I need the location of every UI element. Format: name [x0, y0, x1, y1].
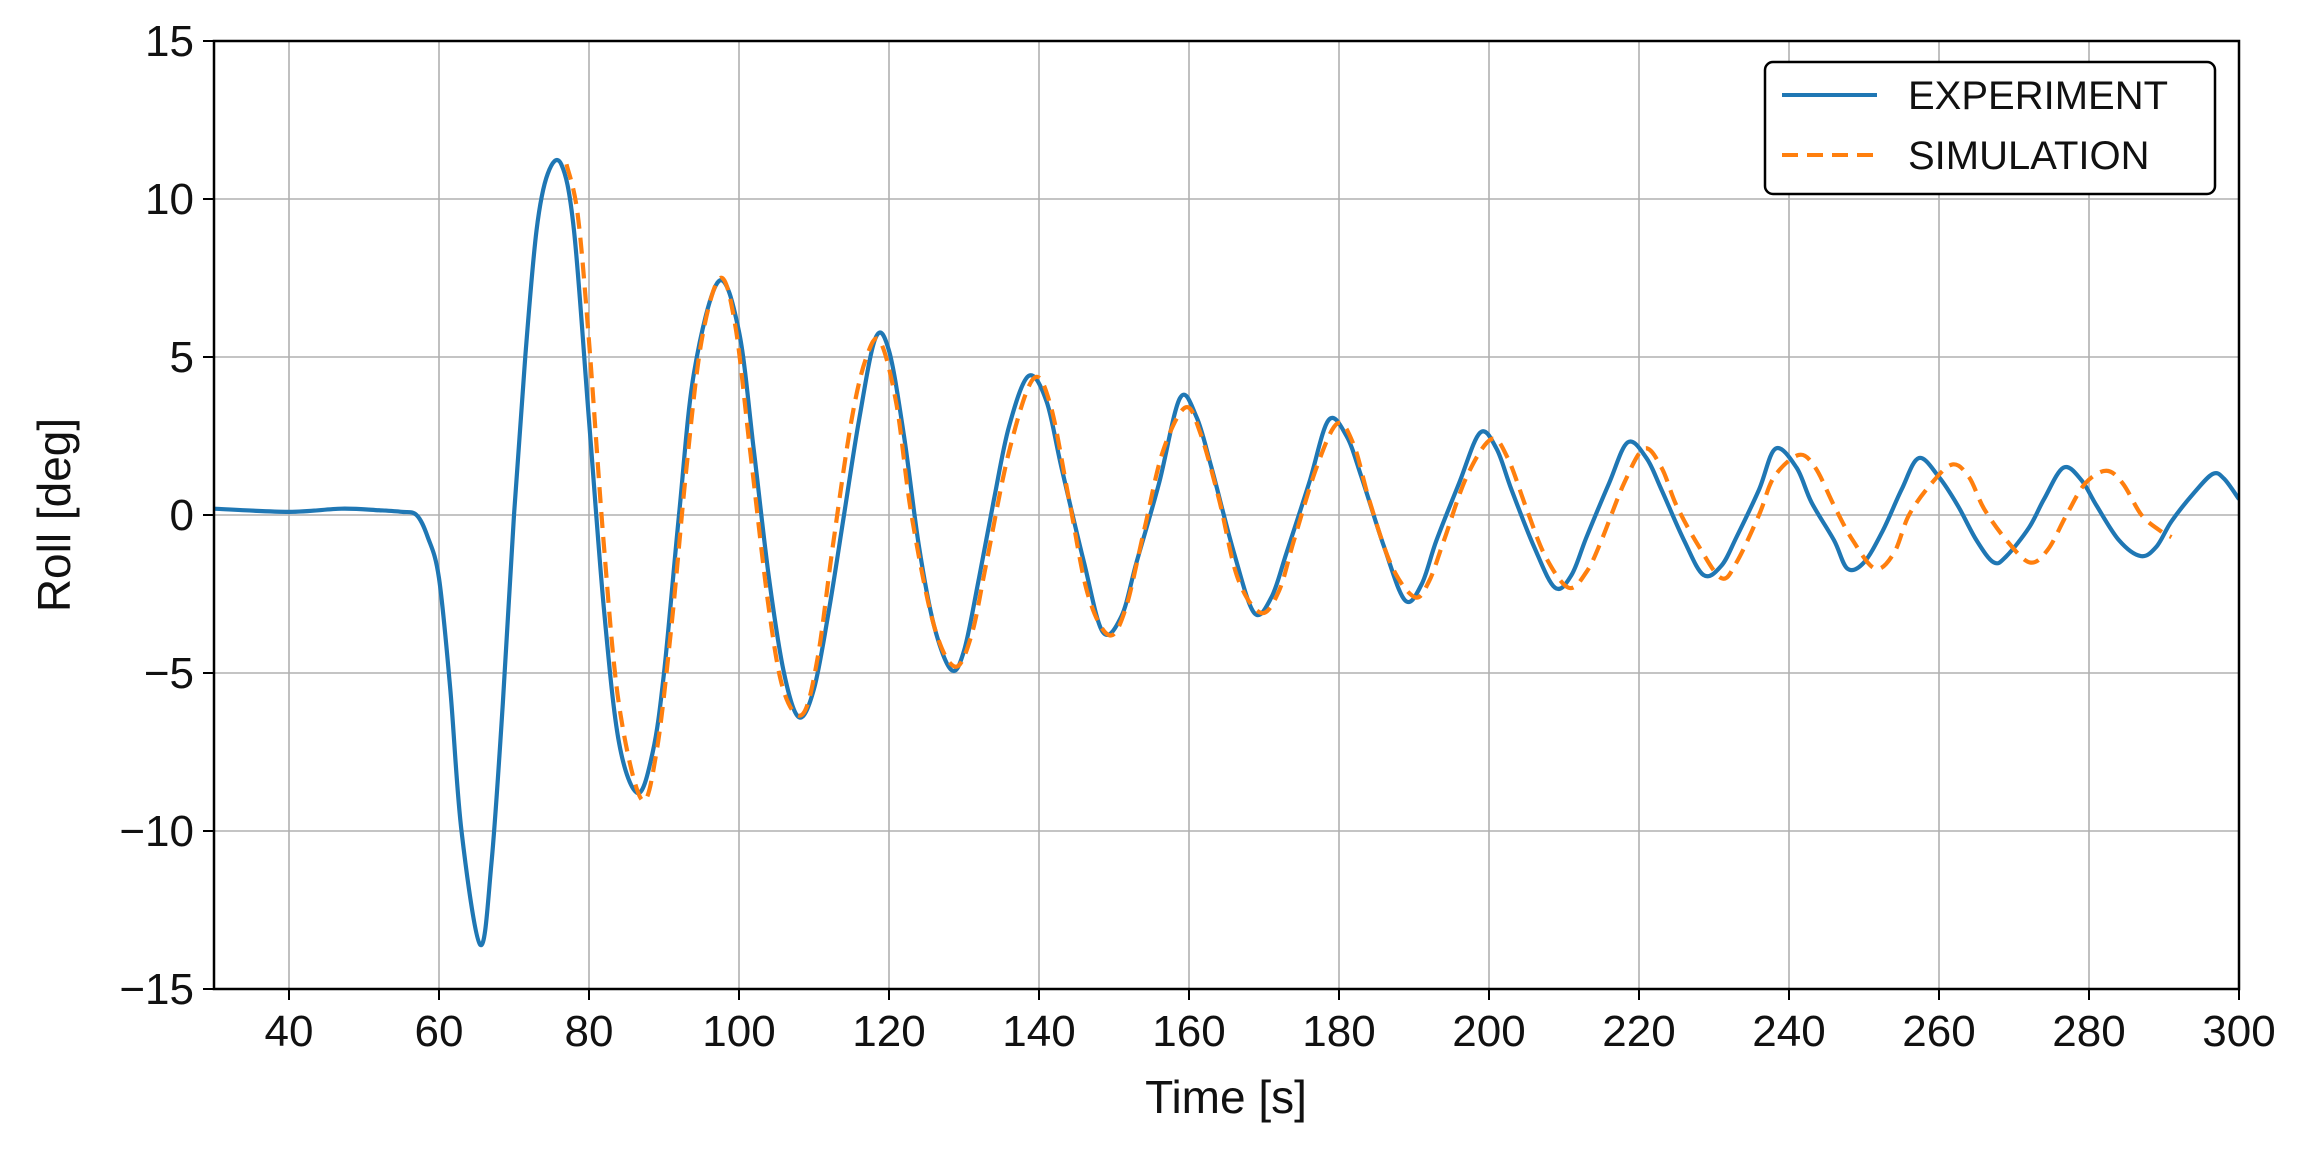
x-tick-label: 240 — [1752, 1007, 1825, 1056]
y-tick-label: 10 — [145, 175, 194, 224]
tick-labels: 40 60 80 100 120 140 160 180 200 220 240 260 280 300−… — [119, 17, 2275, 1056]
x-tick-label: 40 — [265, 1007, 314, 1056]
x-tick-label: 300 — [2202, 1007, 2275, 1056]
x-tick-label: 80 — [565, 1007, 614, 1056]
y-tick-label: 15 — [145, 17, 194, 66]
y-tick-label: −15 — [119, 965, 194, 1014]
x-tick-label: 100 — [702, 1007, 775, 1056]
x-tick-label: 60 — [415, 1007, 464, 1056]
y-tick-label: 0 — [170, 491, 194, 540]
x-axis-label: Time [s] — [1145, 1071, 1307, 1123]
y-tick-label: −10 — [119, 807, 194, 856]
series-line-experiment — [214, 158, 2239, 947]
x-tick-label: 220 — [1602, 1007, 1675, 1056]
series-line-simulation — [564, 163, 2173, 803]
legend-simulation-label: SIMULATION — [1908, 134, 2150, 178]
x-tick-label: 200 — [1452, 1007, 1525, 1056]
y-tick-label: 5 — [170, 333, 194, 382]
x-tick-label: 140 — [1002, 1007, 1075, 1056]
x-tick-label: 280 — [2052, 1007, 2125, 1056]
legend: EXPERIMENT SIMULATION — [1763, 60, 2217, 196]
series-layer — [214, 158, 2239, 947]
x-tick-label: 260 — [1902, 1007, 1975, 1056]
axis-ticks — [203, 40, 2240, 1000]
y-axis-label: Roll [deg] — [28, 418, 80, 612]
legend-box — [1763, 60, 2217, 196]
x-tick-label: 160 — [1152, 1007, 1225, 1056]
x-tick-label: 120 — [852, 1007, 925, 1056]
y-tick-label: −5 — [144, 649, 194, 698]
x-tick-label: 180 — [1302, 1007, 1375, 1056]
legend-experiment-label: EXPERIMENT — [1908, 74, 2168, 118]
